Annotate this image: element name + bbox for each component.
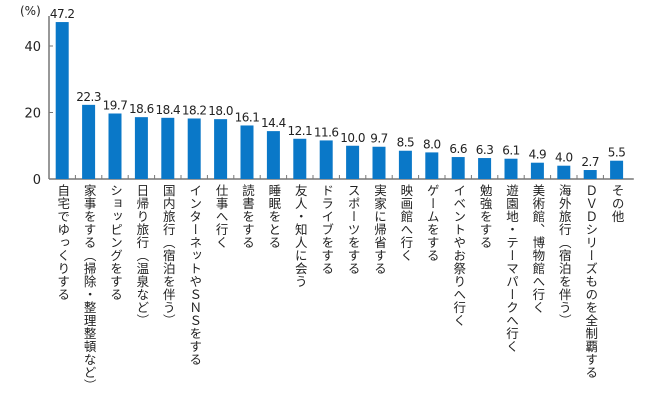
- category-label: 遊園地・テーマパークへ行く: [504, 184, 519, 353]
- bar: [504, 158, 518, 179]
- bar: [293, 138, 307, 179]
- data-label: 12.1: [287, 124, 312, 138]
- data-label: 5.5: [608, 146, 626, 160]
- data-label: 22.3: [76, 90, 101, 104]
- bar: [425, 152, 439, 179]
- category-label: その他: [609, 184, 625, 223]
- category-label: スポーツをする: [345, 184, 361, 275]
- bar: [610, 160, 624, 179]
- data-label: 47.2: [50, 7, 75, 21]
- bar: [478, 158, 492, 179]
- category-label: 睡眠をとる: [266, 184, 282, 249]
- data-label: 18.2: [182, 103, 207, 117]
- y-tick-label: 40: [24, 40, 41, 55]
- data-label: 11.6: [314, 125, 339, 139]
- category-label: 読書をする: [240, 184, 255, 249]
- category-label: 自宅でゆっくりする: [55, 184, 71, 301]
- data-label: 8.0: [423, 137, 441, 151]
- data-label: 6.6: [449, 142, 467, 156]
- bar: [82, 104, 96, 179]
- bar: [134, 117, 148, 179]
- category-label: 勉強をする: [477, 184, 493, 249]
- category-label: ドライブをする: [319, 184, 335, 275]
- y-tick-label: 0: [33, 173, 41, 188]
- bar: [187, 118, 201, 179]
- category-label: ＤＶＤシリーズものを全制覇する: [583, 184, 599, 379]
- data-label: 10.0: [340, 131, 365, 145]
- bar: [398, 150, 412, 179]
- category-label: 海外旅行（宿泊を伴う）: [556, 184, 572, 327]
- data-label: 4.0: [555, 151, 573, 165]
- category-label: 日帰り旅行（温泉など）: [134, 184, 150, 327]
- data-label: 8.5: [397, 136, 415, 150]
- category-label: ショッピングをする: [108, 184, 123, 301]
- bar: [214, 119, 228, 179]
- data-label: 2.7: [581, 155, 599, 169]
- bar: [240, 125, 254, 179]
- data-label: 18.0: [208, 104, 233, 118]
- category-label: 家事をする（掃除・整理整頓など）: [81, 184, 97, 392]
- bar: [372, 146, 386, 179]
- data-label: 14.4: [261, 116, 286, 130]
- bar: [557, 165, 571, 179]
- bar: [161, 117, 175, 179]
- category-label: 国内旅行（宿泊を伴う）: [160, 184, 176, 327]
- data-label: 9.7: [370, 132, 388, 146]
- data-label: 6.3: [476, 143, 494, 157]
- bar: [346, 145, 360, 179]
- data-label: 4.9: [529, 148, 547, 162]
- data-label: 19.7: [103, 98, 128, 112]
- data-label: 16.1: [235, 110, 260, 124]
- category-label: 友人・知人に会う: [292, 184, 308, 288]
- data-label: 18.4: [155, 103, 180, 117]
- bar: [451, 157, 465, 179]
- bar: [319, 140, 333, 179]
- category-label: 美術館、博物館へ行く: [530, 184, 546, 314]
- bar: [55, 22, 69, 180]
- data-label: 6.1: [502, 144, 520, 158]
- category-label: イベントやお祭りへ行く: [451, 184, 467, 327]
- bar: [583, 170, 597, 179]
- bar: [530, 162, 544, 179]
- bar: [266, 131, 280, 179]
- category-label: 実家に帰省する: [372, 184, 387, 275]
- data-label: 18.6: [129, 102, 154, 116]
- bar: [108, 113, 122, 179]
- category-label: ゲームをする: [424, 184, 440, 262]
- y-tick-label: 20: [24, 107, 41, 122]
- category-label: 映画館へ行く: [398, 184, 414, 262]
- category-label: 仕事へ行く: [213, 184, 229, 249]
- y-axis-unit-label: (%): [20, 4, 41, 18]
- category-label: インターネットやＳＮＳをする: [187, 184, 203, 366]
